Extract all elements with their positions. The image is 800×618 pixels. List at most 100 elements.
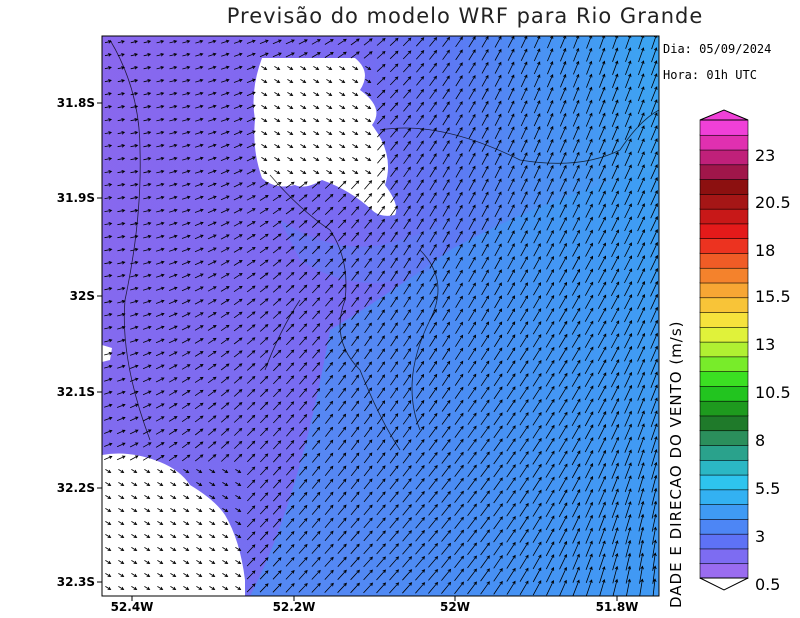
wind-arrow (155, 247, 165, 252)
wind-arrow (311, 543, 321, 554)
wind-arrow (533, 243, 541, 257)
wind-arrow (415, 582, 426, 594)
wind-arrow (532, 334, 542, 348)
wind-arrow (559, 190, 567, 205)
wind-arrow (195, 52, 204, 57)
wind-arrow (481, 61, 489, 74)
wind-arrow (194, 351, 204, 357)
wind-arrow (181, 325, 191, 331)
wind-arrow (624, 475, 632, 493)
wind-arrow (272, 272, 282, 280)
wind-arrow (144, 573, 151, 578)
wind-arrow (572, 99, 580, 114)
wind-arrow (468, 269, 476, 282)
wind-arrow (376, 478, 386, 490)
wind-arrow (363, 439, 373, 451)
wind-arrow (507, 152, 515, 166)
wind-arrow (506, 412, 516, 426)
wind-arrow (272, 298, 282, 306)
wind-arrow (208, 39, 217, 44)
wind-arrow (416, 257, 424, 269)
wind-arrow (104, 222, 113, 226)
wind-arrow (584, 294, 594, 309)
wind-arrow (468, 308, 476, 322)
wind-arrow (246, 583, 256, 593)
wind-arrow (571, 372, 581, 387)
wind-arrow (611, 99, 619, 114)
wind-arrow (311, 569, 321, 580)
wind-arrow (272, 518, 282, 528)
wind-arrow (287, 79, 294, 84)
wind-arrow (352, 157, 359, 162)
wind-arrow (156, 234, 165, 239)
wind-arrow (352, 92, 359, 97)
wind-arrow (287, 144, 294, 149)
wind-arrow (246, 143, 256, 149)
wind-arrow (194, 454, 204, 462)
wind-arrow (637, 177, 645, 193)
wind-arrow (650, 125, 658, 141)
wind-arrow (274, 118, 281, 123)
wind-arrow (260, 401, 269, 411)
wind-arrow (415, 412, 425, 425)
wind-arrow (298, 452, 308, 463)
wind-arrow (118, 521, 125, 526)
wind-arrow (222, 547, 229, 552)
wind-arrow (117, 248, 126, 252)
wind-arrow (585, 177, 593, 192)
wind-arrow (650, 267, 658, 284)
wind-arrow (117, 170, 126, 174)
wind-arrow (299, 375, 308, 385)
wind-arrow (143, 66, 152, 70)
wind-arrow (285, 233, 295, 241)
wind-arrow (650, 332, 658, 349)
wind-arrow (428, 399, 438, 412)
wind-arrow (352, 118, 359, 123)
wind-arrow (493, 386, 503, 400)
wind-arrow (155, 390, 165, 396)
wind-arrow (181, 377, 191, 383)
wind-arrow (584, 346, 594, 361)
wind-arrow (545, 541, 555, 557)
wind-arrow (455, 308, 463, 321)
wind-arrow (131, 469, 138, 474)
wind-arrow (117, 183, 126, 187)
wind-arrow (481, 295, 489, 309)
wind-arrow (480, 490, 490, 504)
wind-arrow (337, 491, 347, 503)
wind-arrow (247, 466, 256, 476)
wind-arrow (507, 139, 515, 153)
wind-arrow (585, 566, 593, 584)
wind-arrow (365, 79, 372, 84)
wind-arrow (428, 412, 438, 425)
wind-arrow (532, 347, 542, 361)
wind-arrow (442, 75, 450, 87)
wind-arrow (481, 152, 489, 165)
wind-arrow (403, 166, 411, 178)
wind-arrow (376, 582, 387, 594)
wind-arrow (612, 540, 619, 558)
wind-arrow (313, 79, 320, 84)
wind-arrow (402, 426, 412, 438)
wind-arrow (571, 437, 581, 453)
wind-arrow (259, 285, 269, 293)
wind-arrow (494, 87, 502, 100)
wind-arrow (246, 531, 256, 541)
wind-arrow (598, 99, 606, 114)
wind-arrow (389, 76, 399, 86)
wind-arrow (637, 216, 645, 232)
wind-arrow (233, 363, 243, 371)
wind-arrow (339, 170, 346, 175)
wind-arrow (337, 465, 347, 477)
wind-arrow (246, 195, 256, 201)
wind-arrow (455, 62, 463, 74)
wind-arrow (194, 389, 204, 397)
wind-arrow (364, 205, 373, 216)
wind-arrow (454, 516, 464, 529)
wind-arrow (494, 113, 502, 126)
wind-arrow (285, 181, 295, 189)
wind-arrow (652, 578, 657, 596)
wind-arrow (183, 495, 190, 500)
wind-arrow (247, 440, 256, 450)
wind-arrow (611, 203, 619, 218)
